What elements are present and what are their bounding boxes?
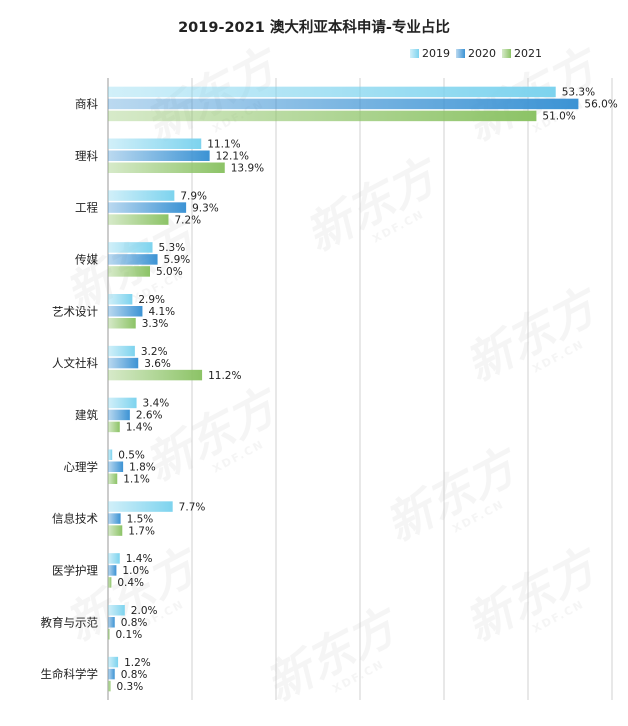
data-label: 1.1% (123, 474, 150, 486)
bar-2020 (108, 357, 139, 369)
data-label: 0.5% (118, 450, 145, 462)
category-label: 商科 (75, 97, 98, 111)
bar-2021 (108, 680, 111, 692)
bar-2019 (108, 294, 133, 305)
bar-2021 (108, 421, 120, 433)
category-label: 教育与示范 (41, 615, 99, 629)
bars (108, 86, 579, 692)
bar-2019 (108, 242, 153, 253)
category-label: 传媒 (75, 252, 98, 266)
legend-swatch (410, 49, 419, 58)
data-label: 0.8% (121, 617, 148, 629)
data-label: 3.3% (142, 318, 169, 330)
bar-2020 (108, 668, 115, 680)
bar-2020 (108, 306, 143, 317)
gridlines (107, 78, 613, 700)
bar-2021 (108, 629, 110, 640)
data-label: 2.0% (131, 605, 158, 617)
data-label: 13.9% (231, 163, 264, 175)
bar-2021 (108, 266, 150, 277)
data-label: 11.2% (208, 370, 241, 382)
bar-2021 (108, 525, 123, 536)
bar-2019 (108, 656, 119, 668)
data-label: 51.0% (542, 111, 575, 123)
data-label: 7.7% (179, 501, 206, 513)
data-label: 1.4% (126, 422, 153, 434)
data-label: 56.0% (584, 99, 617, 111)
data-label: 4.1% (148, 306, 175, 318)
legend-label: 2020 (468, 47, 496, 60)
bar-2020 (108, 513, 121, 524)
bar-2019 (108, 449, 113, 460)
bar-2019 (108, 345, 135, 357)
bar-2021 (108, 162, 225, 173)
data-label: 3.2% (141, 346, 168, 358)
data-label: 1.0% (122, 565, 149, 577)
category-label: 理科 (75, 149, 98, 163)
data-label: 12.1% (216, 151, 249, 163)
category-label: 人文社科 (52, 356, 98, 370)
bar-2019 (108, 138, 202, 149)
bar-2021 (108, 214, 169, 225)
bar-2020 (108, 150, 210, 161)
bar-2020 (108, 98, 579, 110)
data-label: 1.2% (124, 657, 151, 669)
legend-swatch (456, 49, 465, 58)
bar-2020 (108, 202, 187, 213)
data-label: 0.4% (117, 577, 144, 589)
bar-2020 (108, 617, 115, 628)
data-label: 1.5% (127, 513, 154, 525)
data-label: 1.7% (128, 525, 155, 537)
bar-2019 (108, 190, 175, 201)
bar-2021 (108, 318, 136, 329)
bar-2021 (108, 577, 112, 588)
legend-label: 2021 (514, 47, 542, 60)
chart-title: 2019-2021 澳大利亚本科申请-专业占比 (178, 20, 450, 36)
bar-2019 (108, 86, 556, 98)
data-label: 5.9% (164, 254, 191, 266)
data-label: 5.3% (159, 242, 186, 254)
data-label: 1.8% (129, 462, 156, 474)
data-label: 7.2% (174, 214, 201, 226)
legend: 2019 2020 2021 (410, 47, 542, 60)
data-label: 1.4% (126, 553, 153, 565)
bar-2019 (108, 397, 137, 409)
bar-2021 (108, 473, 118, 484)
value-labels: 53.3%56.0%51.0%11.1%12.1%13.9%7.9%9.3%7.… (116, 87, 618, 693)
bar-2019 (108, 553, 120, 564)
data-label: 7.9% (180, 190, 207, 202)
data-label: 3.4% (143, 398, 170, 410)
bar-2020 (108, 409, 130, 421)
data-label: 0.1% (116, 629, 143, 641)
data-label: 0.3% (117, 681, 144, 693)
legend-swatch (502, 49, 511, 58)
category-label: 心理学 (64, 460, 99, 474)
data-label: 9.3% (192, 202, 219, 214)
bar-2020 (108, 461, 124, 472)
data-label: 2.6% (136, 410, 163, 422)
category-label: 工程 (75, 201, 98, 215)
bar-2020 (108, 254, 158, 265)
data-label: 0.8% (121, 669, 148, 681)
data-label: 53.3% (562, 87, 595, 99)
bar-2019 (108, 605, 125, 616)
data-label: 11.1% (207, 139, 240, 151)
data-label: 3.6% (144, 358, 171, 370)
legend-label: 2019 (422, 47, 450, 60)
category-label: 建筑 (75, 408, 98, 422)
bar-2021 (108, 110, 537, 122)
data-label: 2.9% (138, 294, 165, 306)
bar-2019 (108, 501, 173, 512)
bar-2020 (108, 565, 117, 576)
data-label: 5.0% (156, 266, 183, 278)
bar-2021 (108, 369, 203, 381)
category-label: 艺术设计 (52, 304, 98, 318)
category-label: 生命科学学 (41, 667, 99, 681)
category-label: 信息技术 (52, 512, 98, 526)
category-label: 医学护理 (52, 563, 98, 577)
